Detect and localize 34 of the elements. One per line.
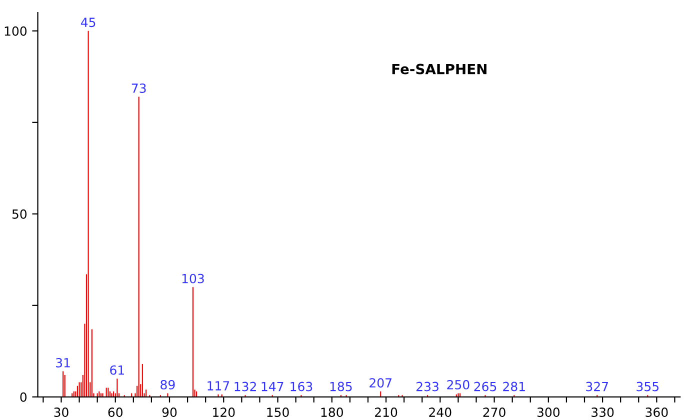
y-tick-label: 50	[12, 209, 27, 219]
annotation: 103	[182, 274, 204, 284]
x-tick-label: 60	[108, 408, 122, 417]
annotation: 61	[110, 365, 124, 375]
annotation: 281	[503, 382, 525, 392]
x-tick-label: 360	[646, 408, 668, 417]
annotation: 250	[447, 380, 470, 390]
annotation: 265	[474, 382, 496, 392]
x-tick-label: 120	[213, 408, 235, 417]
y-tick-label: 100	[4, 26, 27, 36]
annotation: 147	[262, 382, 284, 392]
annotation: 117	[208, 381, 230, 390]
annotation: 327	[586, 382, 608, 392]
x-tick-label: 270	[483, 408, 506, 417]
x-tick-label: 240	[429, 408, 452, 417]
x-tick-label: 300	[537, 408, 560, 417]
annotation: 45	[80, 18, 96, 28]
annotation: 89	[160, 380, 175, 390]
x-tick-label: 210	[375, 408, 398, 417]
x-tick-label: 90	[162, 408, 177, 417]
y-tick-label: 0	[20, 392, 27, 402]
annotation: 163	[290, 382, 312, 392]
annotation: 132	[234, 382, 256, 392]
annotation: 31	[56, 358, 70, 368]
annotation: 355	[636, 382, 658, 392]
x-tick-label: 30	[54, 408, 68, 417]
x-tick-label: 330	[592, 408, 614, 417]
text: Fe-SALPHEN	[392, 64, 486, 74]
annotation: 207	[370, 378, 392, 388]
annotation: 73	[132, 84, 146, 93]
x-tick-label: 150	[267, 408, 289, 417]
x-tick-label: 180	[321, 408, 343, 417]
annotation: 185	[330, 382, 352, 392]
annotation: 233	[416, 382, 438, 392]
